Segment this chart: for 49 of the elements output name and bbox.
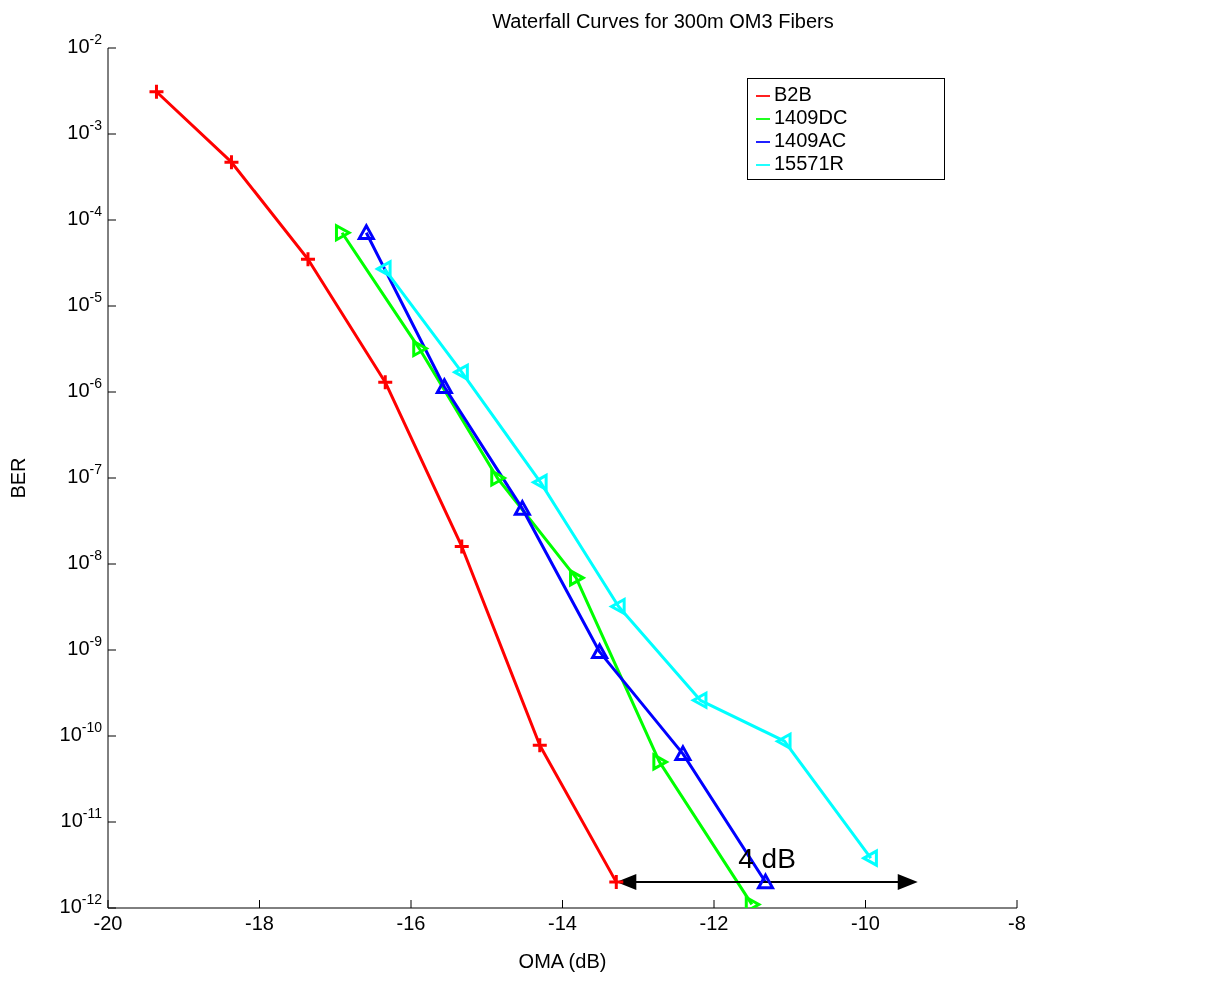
x-tick-label: -10: [851, 912, 880, 935]
point: [607, 873, 625, 891]
legend-label: B2B: [774, 83, 812, 105]
point: [147, 83, 165, 101]
x-tick-label: -14: [548, 912, 577, 935]
y-tick-label: 10$^{-2}$: [67, 30, 103, 58]
point: [412, 340, 428, 358]
y-tick-label: 10$^{-3}$: [67, 116, 103, 144]
point: [299, 250, 317, 268]
point: [652, 753, 668, 771]
point: [531, 736, 549, 754]
point: [569, 569, 585, 587]
legend-label: 1409DC: [774, 106, 848, 128]
annotation: 4 dB: [738, 843, 796, 875]
y-tick-label: 10$^{-7}$: [67, 460, 103, 488]
legend-label: 1409AC: [774, 129, 847, 151]
legend-label: 15571R: [774, 152, 845, 174]
point: [376, 373, 394, 391]
x-tick-label: -12: [699, 912, 729, 935]
point: [490, 469, 506, 487]
x-tick-label: -18: [245, 912, 274, 935]
y-tick-label: 10$^{-11}$: [60, 804, 103, 832]
x-axis-title: OMA (dB): [518, 950, 607, 972]
point: [357, 224, 375, 240]
point: [757, 873, 775, 890]
y-tick-label: 10$^{-6}$: [67, 374, 103, 402]
y-tick-label: 10$^{-10}$: [59, 718, 103, 746]
point: [775, 732, 792, 750]
y-tick-label: 10$^{-8}$: [67, 546, 103, 574]
point: [610, 598, 626, 616]
point: [453, 537, 471, 555]
point: [513, 500, 531, 516]
y-tick-label: 10$^{-9}$: [67, 632, 103, 660]
x-tick-label: -8: [1008, 912, 1026, 935]
point: [532, 473, 548, 491]
point: [375, 260, 392, 278]
y-tick-label: 10$^{-4}$: [67, 202, 103, 230]
point: [591, 643, 609, 660]
point: [862, 849, 878, 867]
point: [453, 363, 469, 381]
point: [334, 224, 351, 242]
y-tick-label: 10$^{-5}$: [67, 288, 103, 316]
point: [222, 153, 240, 171]
point: [674, 745, 692, 761]
point: [691, 691, 708, 709]
point: [435, 378, 453, 394]
x-tick-label: -16: [396, 912, 426, 935]
chart-title: Waterfall Curves for 300m OM3 Fibers: [491, 10, 835, 33]
y-axis-title: BER: [7, 457, 30, 499]
